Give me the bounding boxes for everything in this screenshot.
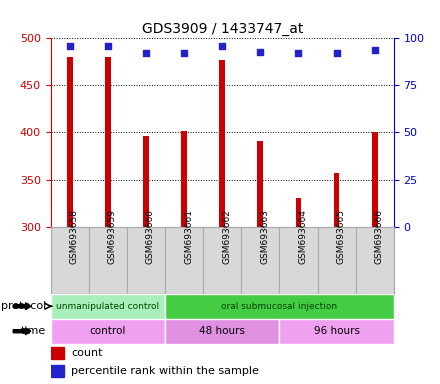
Point	[66, 43, 73, 49]
Bar	[105, 57, 111, 227]
Text: GSM693660: GSM693660	[146, 209, 155, 264]
Text: 96 hours: 96 hours	[314, 326, 359, 336]
Point	[104, 43, 111, 49]
Bar	[51, 227, 89, 294]
Bar	[51, 365, 64, 376]
Text: GSM693662: GSM693662	[222, 209, 231, 264]
Text: control: control	[90, 326, 126, 336]
Bar	[279, 319, 394, 344]
Bar	[257, 141, 263, 227]
Text: GSM693664: GSM693664	[298, 209, 308, 264]
Point	[257, 48, 264, 55]
Bar	[241, 227, 279, 294]
Bar	[372, 132, 378, 227]
Point	[371, 46, 378, 53]
Title: GDS3909 / 1433747_at: GDS3909 / 1433747_at	[142, 22, 303, 36]
Bar	[356, 227, 394, 294]
Text: time: time	[21, 326, 46, 336]
Bar	[51, 294, 165, 319]
Bar	[89, 227, 127, 294]
Text: GSM693659: GSM693659	[108, 209, 117, 264]
Point	[333, 50, 340, 56]
Bar	[334, 173, 340, 227]
Text: GSM693665: GSM693665	[337, 209, 345, 264]
Bar	[279, 227, 318, 294]
Text: oral submucosal injection: oral submucosal injection	[221, 302, 337, 311]
Text: GSM693661: GSM693661	[184, 209, 193, 264]
Text: count: count	[71, 348, 103, 358]
Text: unmanipulated control: unmanipulated control	[56, 302, 159, 311]
Point	[219, 43, 226, 49]
Bar	[51, 347, 64, 359]
Bar	[51, 319, 165, 344]
Text: percentile rank within the sample: percentile rank within the sample	[71, 366, 259, 376]
Bar	[165, 227, 203, 294]
Bar	[219, 60, 225, 227]
Bar	[318, 227, 356, 294]
Point	[180, 50, 187, 56]
Text: GSM693663: GSM693663	[260, 209, 269, 264]
Bar	[165, 294, 394, 319]
Bar	[165, 319, 279, 344]
Bar	[296, 199, 301, 227]
Bar	[127, 227, 165, 294]
Text: GSM693666: GSM693666	[375, 209, 384, 264]
Text: 48 hours: 48 hours	[199, 326, 245, 336]
Bar	[67, 57, 73, 227]
Text: GSM693658: GSM693658	[70, 209, 79, 264]
Point	[295, 50, 302, 56]
Bar	[143, 136, 149, 227]
Text: protocol: protocol	[1, 301, 46, 311]
Point	[143, 50, 150, 56]
Bar	[181, 131, 187, 227]
Bar	[203, 227, 241, 294]
